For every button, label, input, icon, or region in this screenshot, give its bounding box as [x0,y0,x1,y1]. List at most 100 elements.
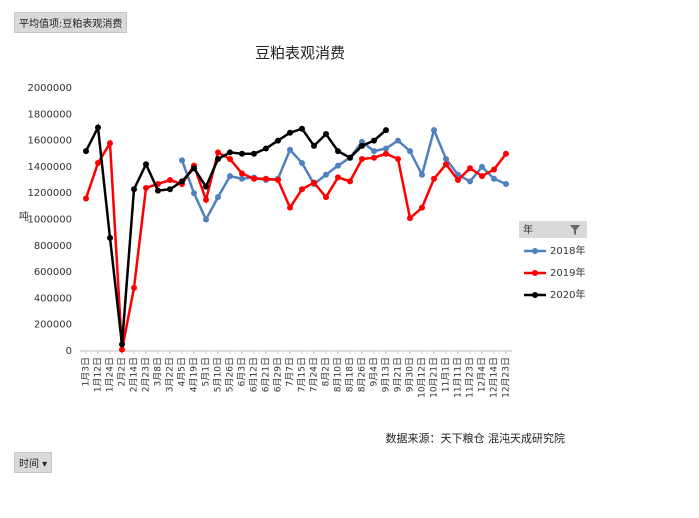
point [503,150,509,157]
point [371,148,377,155]
x-tick-label: 5月26日 [225,357,236,392]
point [239,150,245,157]
point [311,179,317,186]
legend-label: 2020年 [550,288,585,301]
x-tick-label: 1月12日 [93,357,104,392]
point [371,154,377,161]
point [131,284,137,291]
point [215,149,221,156]
x-tick-label: 9月13日 [381,357,392,392]
point [155,187,161,194]
point [263,175,269,182]
point [263,145,269,152]
point [419,171,425,178]
point [479,173,485,180]
point [467,165,473,172]
point [83,148,89,155]
point [347,178,353,185]
point [203,196,209,203]
point [95,124,101,131]
point [287,204,293,211]
point [179,157,185,164]
y-axis-label: 吨 [19,210,29,223]
point [323,194,329,201]
value-field-button[interactable]: 平均值项:豆粕表观消费 [14,12,128,33]
filter-icon [570,225,580,235]
point [191,190,197,197]
point [263,177,269,184]
point [347,154,353,161]
point [215,156,221,163]
x-tick-label: 4月19日 [189,357,200,392]
point [323,171,329,178]
x-tick-label: 11月23日 [465,357,476,398]
x-tick-label: 10月21日 [429,357,440,398]
legend-title: 年 [523,223,533,236]
point [443,161,449,168]
point [95,159,101,166]
point [275,177,281,184]
point [239,170,245,177]
x-tick-label: 2月14日 [129,357,140,392]
point [419,204,425,211]
x-tick-label: 11月11日 [453,357,464,398]
point [203,183,209,190]
x-tick-label: 1月3日 [81,357,92,386]
x-tick-label: 3月8日 [153,357,164,386]
series-line [84,123,387,345]
point [335,162,341,169]
point [227,156,233,163]
point [443,156,449,163]
point [407,148,413,155]
point [383,150,389,157]
x-tick-label: 2月2日 [117,357,128,386]
legend-marker [532,292,538,298]
point [335,148,341,155]
x-tick-label: 12月23日 [501,357,512,398]
point [107,234,113,241]
point [299,186,305,193]
axis-field-button[interactable]: 时间 ▾ [14,452,53,473]
y-tick-label: 2000000 [27,83,72,94]
y-tick-label: 1600000 [27,136,72,147]
x-tick-label: 8月18日 [345,357,356,392]
point [227,173,233,180]
point [467,178,473,185]
point [167,186,173,193]
x-tick-label: 12月4日 [477,357,488,392]
x-tick-label: 7月15日 [297,357,308,392]
point [179,178,185,185]
point [359,138,365,145]
point [191,162,197,169]
point [119,346,125,353]
point [299,159,305,166]
y-tick-label: 0 [66,346,72,357]
x-tick-label: 3月22日 [165,357,176,392]
series-line [180,126,507,223]
point [347,154,353,161]
x-tick-label: 8月26日 [357,357,368,392]
point [491,166,497,173]
point [455,171,461,178]
y-tick-label: 400000 [34,293,72,304]
x-tick-label: 5月10日 [213,357,224,392]
point [359,156,365,163]
axis-field-label: 时间 [19,459,39,470]
x-tick-label: 6月12日 [249,357,260,392]
x-tick-label: 10月12日 [417,357,428,398]
point [143,161,149,168]
point [251,150,257,157]
x-tick-label: 7月24日 [309,357,320,392]
point [503,180,509,187]
x-tick-label: 9月21日 [393,357,404,392]
point [131,186,137,193]
legend-header [519,221,587,238]
point [179,180,185,187]
x-tick-label: 6月29日 [273,357,284,392]
point [251,174,257,181]
series-line [84,139,507,350]
point [203,216,209,223]
point [395,156,401,163]
point [479,163,485,170]
